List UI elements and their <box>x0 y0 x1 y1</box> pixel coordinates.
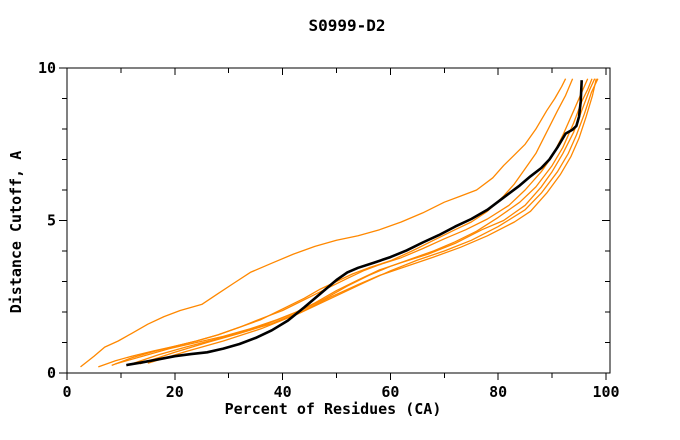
curve-orange-5 <box>131 78 596 365</box>
y-axis-tick-label: 5 <box>47 212 56 230</box>
curve-orange-2 <box>98 78 574 368</box>
y-axis-tick-label: 0 <box>47 364 56 382</box>
y-axis-tick-label: 10 <box>38 59 56 77</box>
x-axis-tick-label: 40 <box>274 383 292 401</box>
x-axis-label: Percent of Residues (CA) <box>224 400 442 418</box>
curve-orange-6 <box>139 78 597 365</box>
x-axis-tick-label: 80 <box>489 383 507 401</box>
x-axis-tick-label: 0 <box>62 383 71 401</box>
curve-orange-3 <box>111 78 589 367</box>
x-axis-tick-label: 20 <box>166 383 184 401</box>
x-axis-tick-label: 60 <box>381 383 399 401</box>
curve-orange-7 <box>147 78 599 364</box>
curve-black-model <box>126 80 583 367</box>
curve-orange-4 <box>115 78 593 365</box>
chart-title: S0999-D2 <box>308 16 386 35</box>
curve-orange-1-high <box>80 78 567 368</box>
x-axis-tick-label: 100 <box>592 383 619 401</box>
plot-border <box>66 67 611 374</box>
